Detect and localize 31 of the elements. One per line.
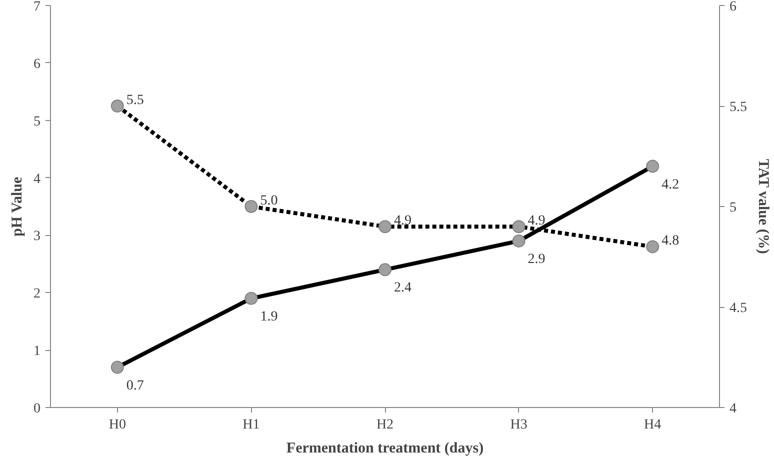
x-axis-title: Fermentation treatment (days): [286, 440, 484, 456]
y-tick-label: 4: [34, 172, 40, 187]
y2-axis-title: TAT value (%): [755, 158, 771, 254]
y2-tick-label: 5.5: [730, 100, 747, 115]
y-tick-label: 5: [34, 114, 40, 130]
y-tick-label: 6: [34, 56, 40, 72]
y2-tick-label: 4.5: [730, 301, 747, 316]
data-label: 0.7: [126, 378, 144, 394]
data-label: 5.0: [260, 194, 278, 208]
y-axis-title: pH Value: [10, 176, 26, 236]
data-label: 5.5: [126, 93, 144, 108]
y-tick-label: 7: [34, 0, 40, 14]
y-tick-label: 3: [34, 229, 40, 244]
data-label: 4.9: [394, 214, 412, 229]
data-label: 2.9: [528, 252, 546, 267]
data-label: 1.9: [260, 309, 278, 324]
data-label: 4.9: [528, 214, 546, 229]
data-label: 4.2: [662, 177, 680, 192]
y2-tick-label: 5: [730, 200, 736, 216]
y-tick-label: 2: [34, 286, 40, 302]
y-tick-label: 1: [34, 344, 40, 360]
data-label: 2.4: [394, 280, 412, 296]
data-label: 4.8: [662, 234, 680, 249]
x-tick-label: H2: [376, 418, 394, 432]
y2-tick-label: 4: [730, 402, 736, 416]
y2-tick-label: 6: [730, 0, 736, 14]
x-tick-label: H4: [644, 418, 662, 432]
x-tick-label: H1: [242, 418, 260, 432]
x-tick-label: H0: [108, 418, 126, 432]
y-tick-label: 0: [34, 402, 40, 416]
x-tick-label: H3: [510, 418, 528, 432]
